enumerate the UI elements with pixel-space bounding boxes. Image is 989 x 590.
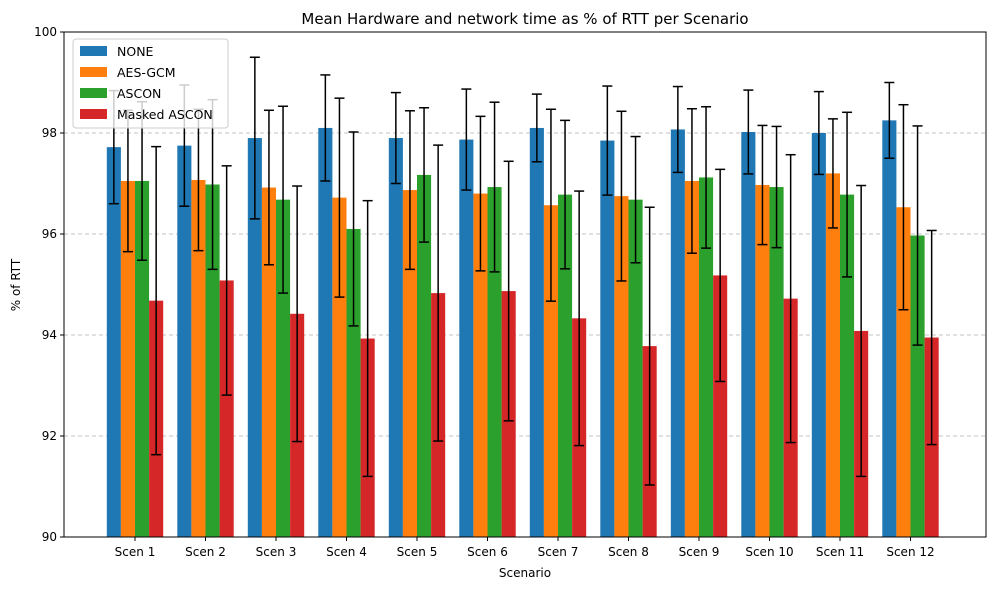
- bar: [120, 180, 135, 537]
- bar: [177, 145, 192, 537]
- bar: [529, 127, 544, 537]
- bar: [670, 129, 685, 537]
- chart-title: Mean Hardware and network time as % of R…: [301, 10, 748, 28]
- bar: [684, 180, 699, 537]
- bar: [219, 280, 234, 537]
- legend-label: ASCON: [117, 86, 161, 101]
- x-tick-label: Scen 11: [816, 545, 864, 559]
- bar: [741, 131, 756, 538]
- x-tick-label: Scen 3: [256, 545, 297, 559]
- x-tick-label: Scen 9: [679, 545, 720, 559]
- bar: [840, 194, 855, 538]
- bar: [135, 180, 150, 537]
- bar: [699, 177, 714, 537]
- bar: [346, 228, 361, 537]
- bar: [417, 174, 432, 538]
- bar: [402, 190, 417, 537]
- y-axis: 90 92 94 96 98 100: [34, 25, 64, 544]
- x-tick-label: Scen 1: [115, 545, 156, 559]
- x-tick-label: Scen 2: [185, 545, 226, 559]
- y-tick-label: 90: [42, 530, 57, 544]
- legend-swatch: [80, 88, 107, 98]
- bar: [558, 194, 573, 538]
- x-tick-label: Scen 6: [467, 545, 508, 559]
- y-tick-label: 100: [34, 25, 57, 39]
- bar: [896, 207, 911, 538]
- legend-label: NONE: [117, 44, 154, 59]
- bar: [459, 139, 474, 537]
- legend-label: Masked ASCON: [117, 107, 213, 122]
- legend-swatch: [80, 67, 107, 77]
- x-tick-label: Scen 4: [326, 545, 367, 559]
- legend-swatch: [80, 109, 107, 119]
- bar: [825, 173, 840, 537]
- y-tick-label: 94: [42, 328, 57, 342]
- plot-frame: [63, 31, 987, 538]
- legend-label: AES-GCM: [117, 65, 176, 80]
- x-axis: Scen 1 Scen 2 Scen 3 Scen 4 Scen 5 Scen 6 Scen…: [115, 537, 935, 559]
- y-axis-title: % of RTT: [9, 258, 23, 311]
- bar: [755, 185, 770, 537]
- bar: [769, 187, 784, 537]
- bar: [600, 140, 615, 537]
- x-tick-label: Scen 12: [886, 545, 934, 559]
- bar: [247, 138, 262, 538]
- bar: [628, 199, 643, 537]
- legend-swatch: [80, 46, 107, 56]
- x-tick-label: Scen 8: [608, 545, 649, 559]
- bar: [910, 235, 925, 537]
- bar: [318, 127, 333, 537]
- bar: [276, 199, 291, 537]
- bar: [713, 275, 728, 537]
- x-axis-title: Scenario: [499, 566, 551, 580]
- x-tick-label: Scen 10: [745, 545, 793, 559]
- bar: [106, 147, 121, 537]
- y-tick-label: 96: [42, 227, 57, 241]
- legend: NONE AES-GCM ASCON Masked ASCON: [72, 38, 229, 129]
- legend-box: [72, 38, 229, 129]
- bars: [106, 120, 939, 538]
- x-tick-label: Scen 5: [397, 545, 438, 559]
- bar: [811, 133, 826, 537]
- bar: [388, 138, 403, 538]
- x-tick-label: Scen 7: [538, 545, 579, 559]
- bar: [191, 179, 206, 537]
- bar: [543, 205, 558, 537]
- bar: [882, 120, 897, 537]
- bar: [473, 193, 488, 537]
- bar: [487, 187, 502, 537]
- y-tick-label: 98: [42, 126, 57, 140]
- bar: [332, 197, 347, 537]
- y-tick-label: 92: [42, 429, 57, 443]
- bar: [205, 184, 220, 537]
- bar: [261, 187, 276, 538]
